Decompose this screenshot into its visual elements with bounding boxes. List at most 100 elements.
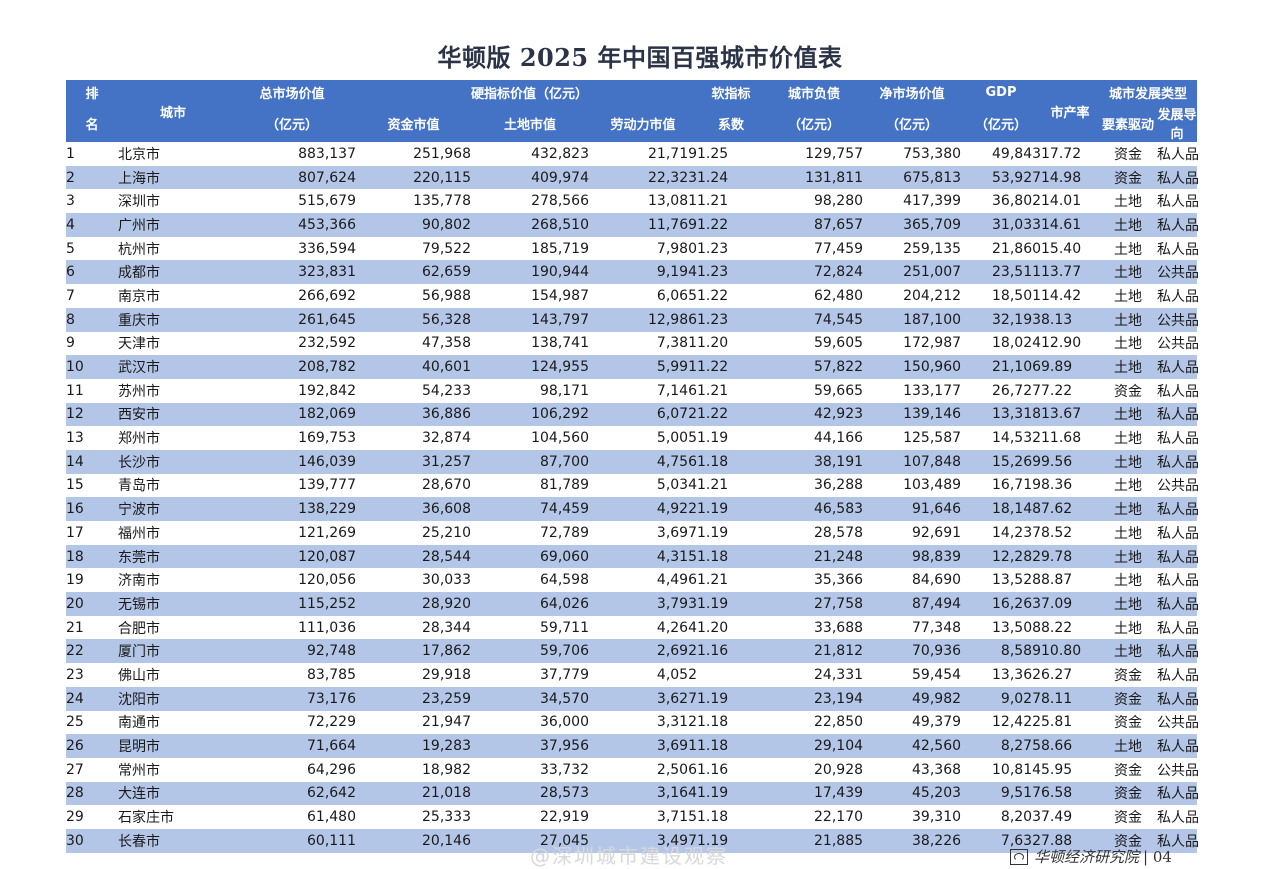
cell-output-rate: 14.98 bbox=[1041, 165, 1100, 190]
cell-development-orientation: 公共品 bbox=[1157, 757, 1199, 782]
cell-factor-driver: 土地 bbox=[1099, 307, 1158, 332]
header-labor: 劳动力市值 bbox=[589, 104, 698, 142]
header-rank-2: 名 bbox=[66, 104, 118, 142]
cell-city-debt: 57,822 bbox=[765, 355, 864, 379]
cell-city: 广州市 bbox=[118, 213, 228, 237]
cell-gdp: 32,193 bbox=[961, 307, 1042, 332]
cell-development-orientation: 私人品 bbox=[1157, 568, 1199, 593]
cell-city-debt: 29,104 bbox=[765, 734, 864, 758]
cell-total-market-value: 169,753 bbox=[228, 426, 356, 450]
page-number: | 04 bbox=[1143, 847, 1172, 866]
cell-gdp: 8,275 bbox=[961, 734, 1042, 758]
table-row: 14 长沙市 146,039 31,257 87,700 4,756 1.18 38,191 1… bbox=[66, 449, 1199, 474]
cell-city: 东莞市 bbox=[118, 544, 228, 569]
cell-land-value: 106,292 bbox=[471, 402, 589, 427]
cell-output-rate: 8.52 bbox=[1041, 521, 1100, 545]
cell-development-orientation: 私人品 bbox=[1157, 805, 1199, 829]
brand-name: 华顿经济研究院 bbox=[1034, 848, 1140, 866]
cell-city: 苏州市 bbox=[118, 378, 228, 403]
table-row: 21 合肥市 111,036 28,344 59,711 4,264 1.20 33,688 7… bbox=[66, 615, 1199, 640]
cell-rank: 4 bbox=[66, 213, 118, 237]
cell-output-rate: 11.68 bbox=[1041, 426, 1100, 450]
cell-total-market-value: 266,692 bbox=[228, 284, 356, 308]
cell-gdp: 15,269 bbox=[961, 449, 1042, 474]
cell-factor-driver: 资金 bbox=[1099, 828, 1158, 853]
brand-footer: 华顿经济研究院 | 04 bbox=[1010, 846, 1172, 867]
cell-net-market-value: 204,212 bbox=[863, 284, 962, 308]
cell-total-market-value: 83,785 bbox=[228, 663, 356, 687]
cell-rank: 16 bbox=[66, 497, 118, 521]
table-row: 2 上海市 807,624 220,115 409,974 22,323 1.24 131,8… bbox=[66, 165, 1199, 190]
cell-city: 石家庄市 bbox=[118, 805, 228, 829]
cell-total-market-value: 115,252 bbox=[228, 592, 356, 616]
table-row: 8 重庆市 261,645 56,328 143,797 12,986 1.23 74,545… bbox=[66, 307, 1199, 332]
cell-city: 沈阳市 bbox=[118, 686, 228, 711]
cell-city-debt: 72,824 bbox=[765, 260, 864, 285]
cell-labor-value: 3,312 bbox=[589, 710, 698, 735]
cell-city-debt: 27,758 bbox=[765, 592, 864, 616]
table-row: 26 昆明市 71,664 19,283 37,956 3,691 1.18 29,104 42… bbox=[66, 734, 1199, 758]
cell-factor-driver: 资金 bbox=[1099, 686, 1158, 711]
cell-soft-coefficient: 1.19 bbox=[697, 592, 766, 616]
cell-factor-driver: 土地 bbox=[1099, 592, 1158, 616]
header-type-group: 城市发展类型 bbox=[1099, 80, 1198, 104]
cell-city-debt: 59,665 bbox=[765, 378, 864, 403]
cell-land-value: 34,570 bbox=[471, 686, 589, 711]
table-row: 17 福州市 121,269 25,210 72,789 3,697 1.19 28,578 9… bbox=[66, 521, 1199, 545]
cell-gdp: 7,632 bbox=[961, 828, 1042, 853]
cell-output-rate: 9.56 bbox=[1041, 449, 1100, 474]
cell-city: 杭州市 bbox=[118, 236, 228, 261]
cell-development-orientation: 公共品 bbox=[1157, 331, 1199, 356]
cell-development-orientation: 私人品 bbox=[1157, 544, 1199, 569]
cell-development-orientation: 私人品 bbox=[1157, 449, 1199, 474]
cell-land-value: 33,732 bbox=[471, 757, 589, 782]
header-soft: 软指标 bbox=[697, 80, 766, 104]
cell-gdp: 16,263 bbox=[961, 592, 1042, 616]
cell-city: 厦门市 bbox=[118, 639, 228, 664]
cell-labor-value: 9,194 bbox=[589, 260, 698, 285]
table-row: 15 青岛市 139,777 28,670 81,789 5,034 1.21 36,288 1… bbox=[66, 473, 1199, 498]
cell-output-rate: 14.42 bbox=[1041, 284, 1100, 308]
cell-development-orientation: 私人品 bbox=[1157, 663, 1199, 687]
cell-capital-value: 220,115 bbox=[356, 165, 471, 190]
table-row: 1 北京市 883,137 251,968 432,823 21,719 1.25 129,7… bbox=[66, 142, 1199, 166]
cell-total-market-value: 182,069 bbox=[228, 402, 356, 427]
cell-labor-value: 3,497 bbox=[589, 828, 698, 853]
cell-development-orientation: 私人品 bbox=[1157, 189, 1199, 214]
cell-factor-driver: 土地 bbox=[1099, 449, 1158, 474]
cell-capital-value: 56,988 bbox=[356, 284, 471, 308]
cell-development-orientation: 私人品 bbox=[1157, 142, 1199, 166]
cell-soft-coefficient: 1.22 bbox=[697, 213, 766, 237]
cell-capital-value: 62,659 bbox=[356, 260, 471, 285]
cell-gdp: 8,589 bbox=[961, 639, 1042, 664]
cell-factor-driver: 资金 bbox=[1099, 757, 1158, 782]
cell-total-market-value: 261,645 bbox=[228, 307, 356, 332]
cell-output-rate: 10.80 bbox=[1041, 639, 1100, 664]
cell-gdp: 12,282 bbox=[961, 544, 1042, 569]
header-debt: 城市负债 bbox=[765, 80, 864, 104]
cell-city-debt: 17,439 bbox=[765, 781, 864, 806]
cell-rank: 1 bbox=[66, 142, 118, 166]
header-city: 城市 bbox=[118, 80, 228, 142]
cell-land-value: 432,823 bbox=[471, 142, 589, 166]
cell-land-value: 124,955 bbox=[471, 355, 589, 379]
cell-city: 郑州市 bbox=[118, 426, 228, 450]
city-value-table: 排 城市 总市场价值 硬指标价值（亿元） 软指标 城市负债 净市场价值 GDP … bbox=[66, 80, 1199, 853]
cell-net-market-value: 107,848 bbox=[863, 449, 962, 474]
cell-total-market-value: 146,039 bbox=[228, 449, 356, 474]
cell-land-value: 37,956 bbox=[471, 734, 589, 758]
table-body: 1 北京市 883,137 251,968 432,823 21,719 1.25 129,7… bbox=[66, 142, 1199, 853]
cell-capital-value: 47,358 bbox=[356, 331, 471, 356]
table-row: 24 沈阳市 73,176 23,259 34,570 3,627 1.19 23,194 49… bbox=[66, 686, 1199, 711]
cell-rank: 10 bbox=[66, 355, 118, 379]
cell-labor-value: 3,627 bbox=[589, 686, 698, 711]
cell-output-rate: 7.49 bbox=[1041, 805, 1100, 829]
cell-net-market-value: 365,709 bbox=[863, 213, 962, 237]
cell-development-orientation: 公共品 bbox=[1157, 710, 1199, 735]
cell-city-debt: 62,480 bbox=[765, 284, 864, 308]
cell-factor-driver: 资金 bbox=[1099, 378, 1158, 403]
cell-factor-driver: 资金 bbox=[1099, 710, 1158, 735]
cell-soft-coefficient: 1.21 bbox=[697, 378, 766, 403]
cell-factor-driver: 土地 bbox=[1099, 213, 1158, 237]
cell-output-rate: 6.27 bbox=[1041, 663, 1100, 687]
